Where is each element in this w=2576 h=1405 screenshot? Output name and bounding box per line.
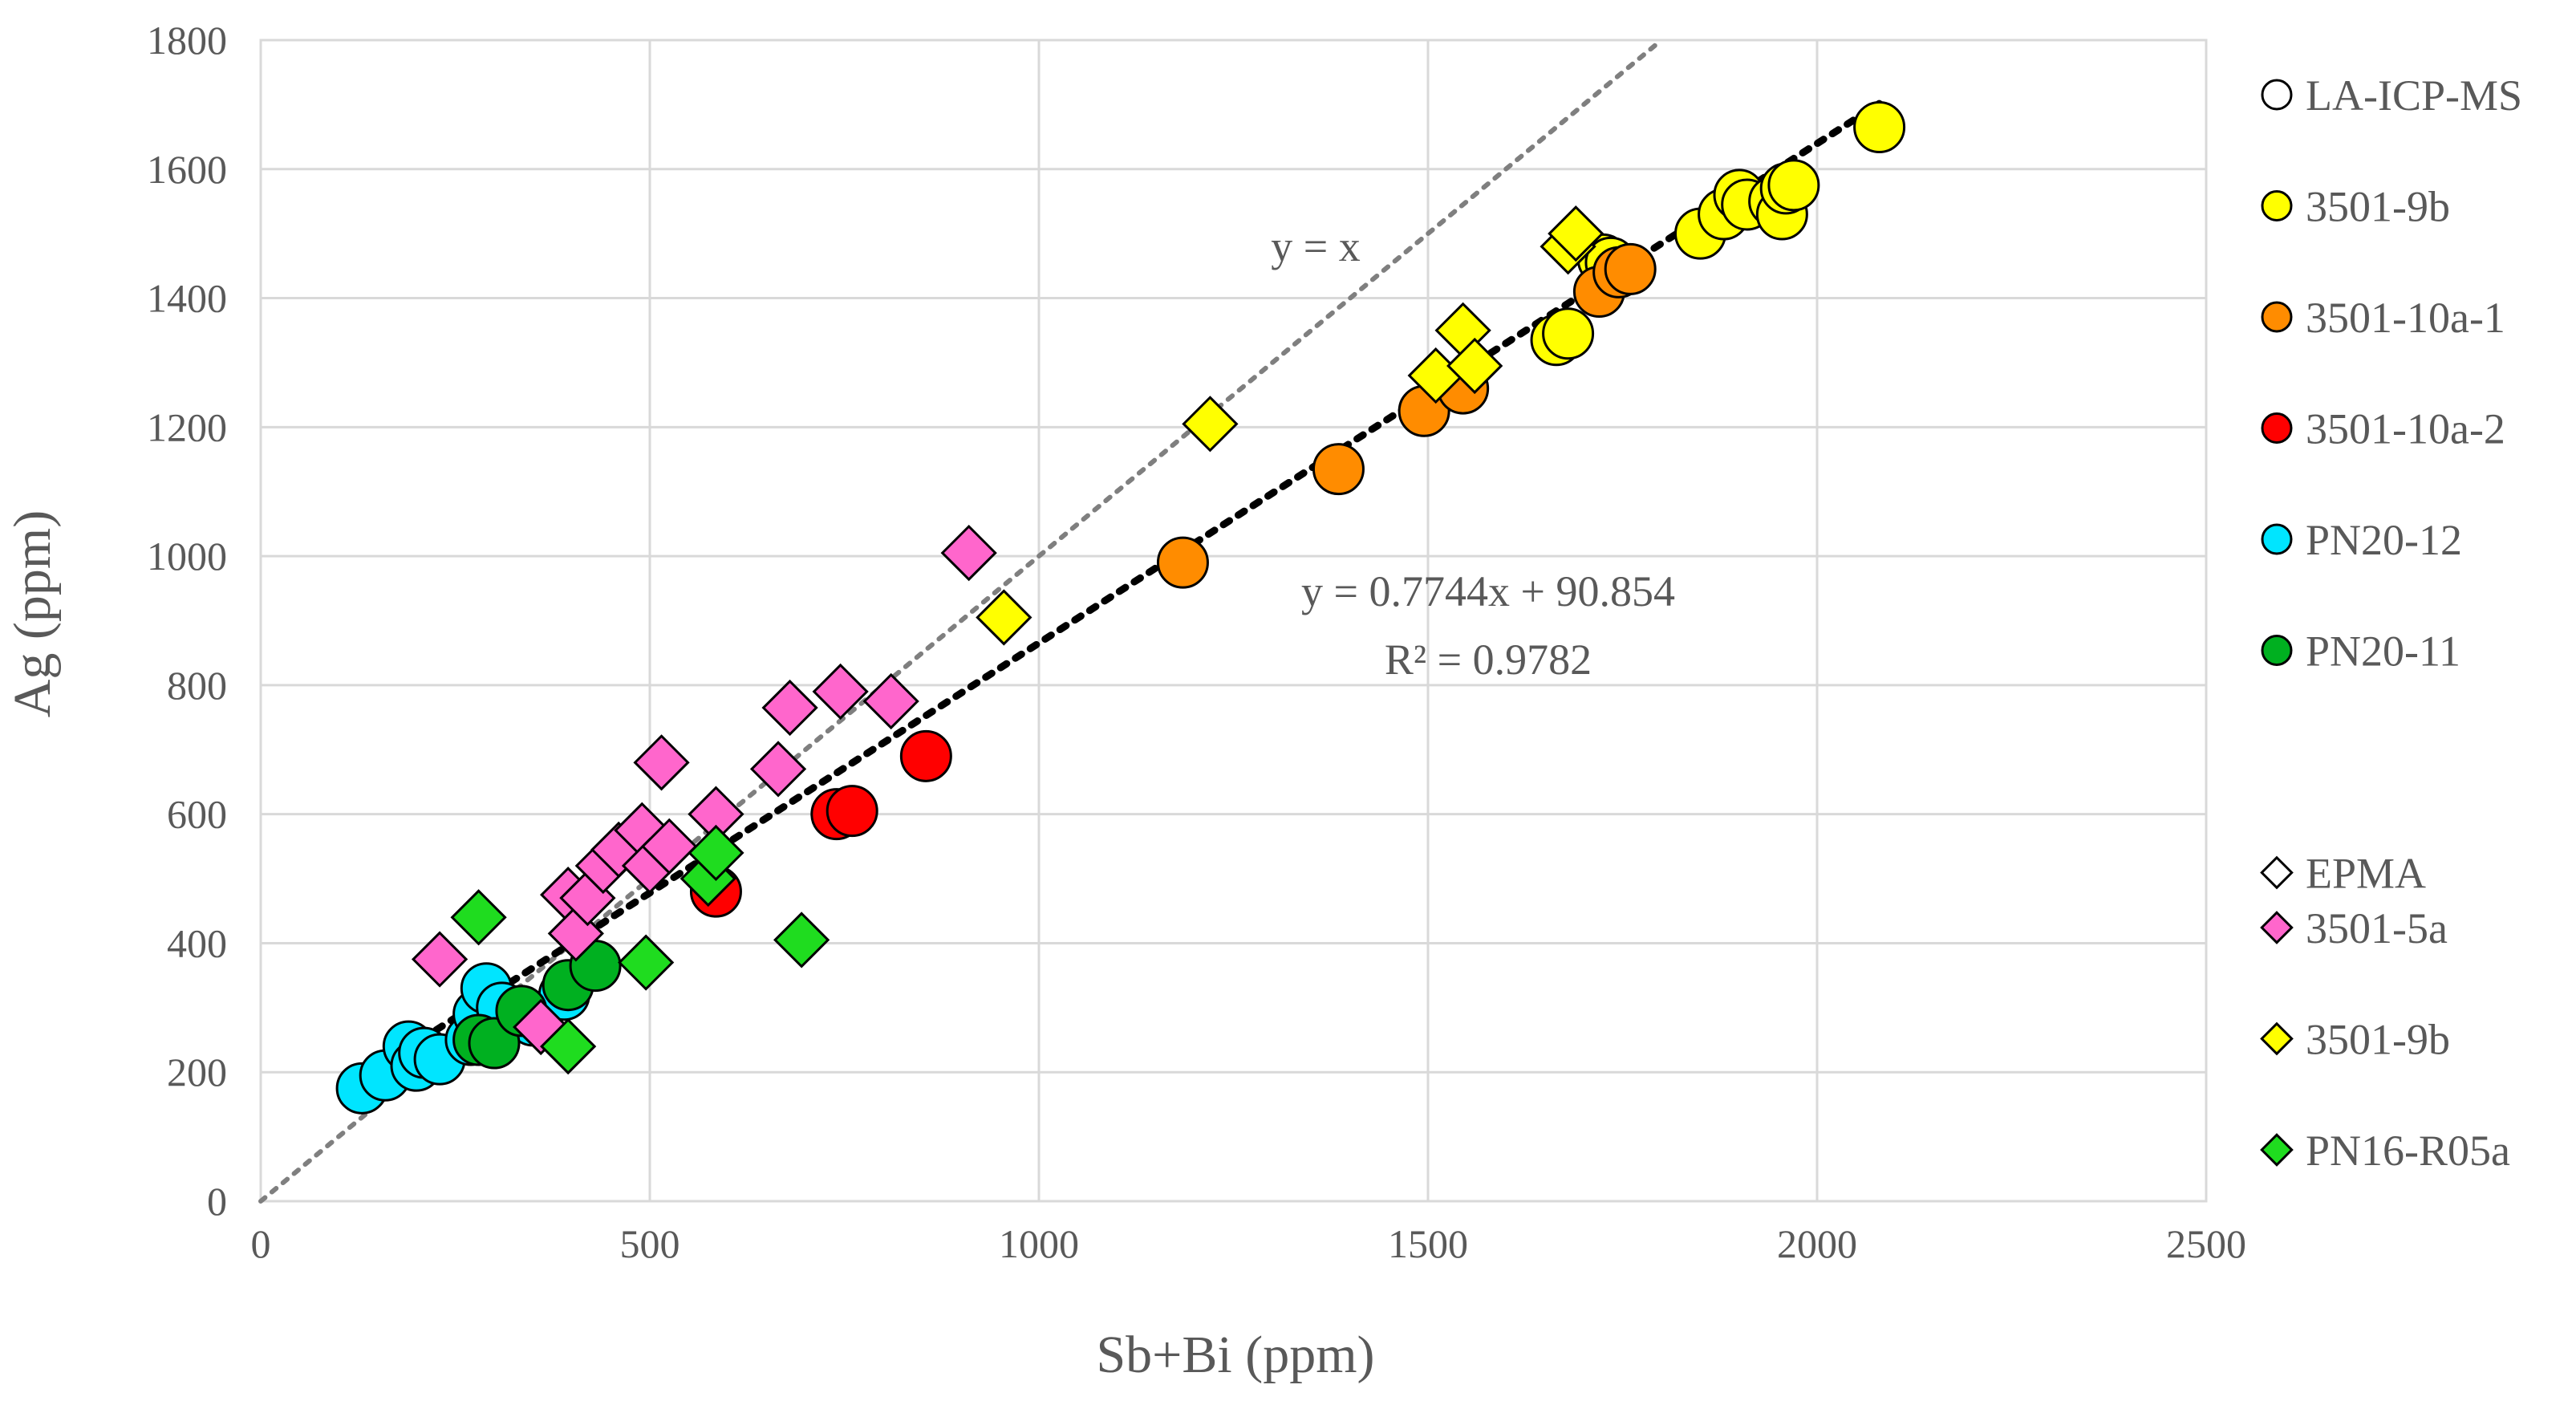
data-points	[335, 101, 1906, 1115]
legend-marker-pn20-11-circle	[2261, 635, 2293, 666]
legend-marker-3501-10a-1-circle	[2261, 301, 2293, 333]
point-pn16-r05a-diamond-1	[540, 1017, 597, 1075]
y-tick-label-600: 600	[167, 792, 227, 837]
legend-label-pn20-12-circle: PN20-12	[2306, 516, 2462, 564]
y-tick-label-0: 0	[207, 1179, 227, 1224]
legend-marker-pn20-12-circle	[2261, 523, 2293, 555]
y-tick-label-1000: 1000	[147, 534, 227, 579]
legend-marker-la-icp-ms-circle	[2261, 79, 2293, 111]
y-tick-label-400: 400	[167, 920, 227, 965]
y-tick-label-1200: 1200	[147, 404, 227, 449]
y-tick-label-1600: 1600	[147, 147, 227, 192]
legend-label-3501-9b-diamond: 3501-9b	[2306, 1016, 2450, 1064]
x-tick-label-1000: 1000	[999, 1221, 1079, 1266]
point-3501-5a-diamond-0	[411, 931, 469, 988]
y-tick-label-200: 200	[167, 1050, 227, 1094]
legend-label-3501-5a-diamond: 3501-5a	[2306, 904, 2448, 952]
y-axis-title: Ag (ppm)	[3, 510, 62, 717]
point-3501-5a-diamond-15	[862, 672, 919, 730]
legend-label-3501-9b-circle: 3501-9b	[2306, 183, 2450, 231]
point-pn16-r05a-diamond-4	[688, 824, 744, 882]
point-3501-9b-circle-11	[1767, 159, 1820, 212]
trendline-equation: y = 0.7744x + 90.854	[1301, 567, 1675, 615]
point-pn16-r05a-diamond-5	[773, 912, 830, 968]
legend-label-3501-10a-1-circle: 3501-10a-1	[2306, 294, 2505, 342]
point-3501-5a-diamond-14	[812, 663, 869, 721]
x-tick-label-500: 500	[620, 1221, 680, 1266]
point-3501-9b-circle-12	[1853, 101, 1906, 154]
legend-marker-3501-10a-2-circle	[2261, 412, 2293, 444]
point-3501-5a-diamond-16	[940, 524, 997, 582]
point-3501-10a-1-circle-1	[1312, 443, 1365, 496]
legend-marker-3501-5a-diamond	[2260, 911, 2294, 944]
y-tick-label-800: 800	[167, 663, 227, 708]
x-axis-title: Sb+Bi (ppm)	[1096, 1326, 1374, 1384]
point-3501-10a-1-circle-0	[1156, 536, 1209, 589]
legend-marker-3501-9b-diamond	[2260, 1021, 2294, 1056]
plot-area-border	[259, 39, 2208, 1203]
point-3501-10a-2-circle-2	[826, 785, 878, 838]
point-3501-5a-diamond-12	[749, 741, 807, 798]
y-tick-label-1800: 1800	[147, 18, 227, 63]
point-3501-9b-diamond-4	[1446, 337, 1503, 395]
point-pn16-r05a-diamond-2	[618, 934, 675, 991]
legend-marker-epma-diamond	[2260, 855, 2294, 890]
point-3501-10a-1-circle-6	[1604, 242, 1657, 295]
trendline-r-squared: R² = 0.9782	[1385, 635, 1592, 684]
y-tick-label-1400: 1400	[147, 276, 227, 321]
legend-marker-3501-9b-circle	[2261, 190, 2293, 221]
point-3501-5a-diamond-10	[641, 818, 698, 875]
point-3501-9b-diamond-1	[1182, 396, 1239, 453]
legend-label-la-icp-ms-circle: LA-ICP-MS	[2306, 71, 2522, 120]
plot-border	[259, 39, 2208, 1203]
legend-label-3501-10a-2-circle: 3501-10a-2	[2306, 405, 2505, 453]
legend-label-epma-diamond: EPMA	[2306, 850, 2426, 898]
point-3501-5a-diamond-9	[633, 734, 690, 791]
point-3501-9b-diamond-6	[1548, 205, 1604, 262]
legend: LA-ICP-MS 3501-9b 3501-10a-1 3501-10a-2 PN20…	[2260, 71, 2522, 1175]
point-3501-9b-diamond-0	[976, 589, 1032, 646]
legend-label-pn20-11-circle: PN20-11	[2306, 627, 2460, 676]
legend-marker-pn16-r05a-diamond	[2260, 1133, 2294, 1167]
x-tick-label-2000: 2000	[1777, 1221, 1857, 1266]
point-3501-10a-2-circle-3	[899, 729, 952, 782]
tick-labels: 0 500 1000 1500 2000 2500 0 200 400 600 800 1000 120…	[147, 18, 2246, 1266]
point-3501-9b-circle-1	[1542, 307, 1595, 360]
legend-label-pn16-r05a-diamond: PN16-R05a	[2306, 1127, 2510, 1175]
identity-line-label: y = x	[1271, 222, 1360, 270]
x-tick-label-0: 0	[251, 1221, 271, 1266]
point-3501-5a-diamond-13	[761, 679, 818, 737]
x-tick-label-1500: 1500	[1388, 1221, 1468, 1266]
x-tick-label-2500: 2500	[2166, 1221, 2246, 1266]
point-pn16-r05a-diamond-0	[450, 889, 507, 946]
